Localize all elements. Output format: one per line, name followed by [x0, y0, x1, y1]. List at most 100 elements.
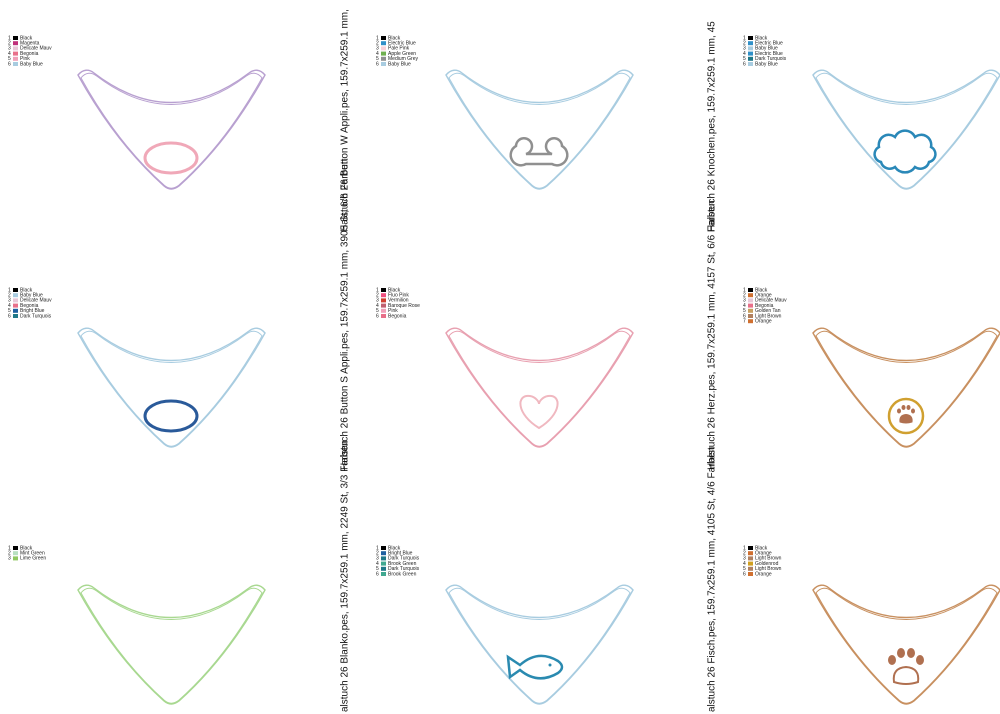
bib-outline — [77, 327, 266, 448]
color-swatch — [748, 546, 753, 550]
bib — [77, 69, 266, 190]
bib — [445, 327, 634, 448]
color-swatch — [748, 319, 753, 324]
color-name: Bright Blue — [388, 551, 413, 557]
file-label: Halstuch 26 Herz.pes, 159.7x259.1 mm, 41… — [707, 200, 718, 470]
color-name: Electric Blue — [755, 51, 783, 57]
color-swatch — [748, 314, 753, 318]
bib-outline — [445, 327, 634, 448]
color-number: 1 — [376, 287, 379, 293]
color-name: Begonia — [755, 303, 774, 309]
color-swatch — [748, 46, 753, 51]
color-swatch — [13, 51, 18, 56]
color-number: 5 — [743, 56, 746, 62]
color-name: Black — [388, 287, 401, 293]
applique — [506, 654, 564, 680]
color-number: 6 — [376, 571, 379, 577]
paw-toe — [907, 648, 915, 658]
bib-outline — [445, 69, 634, 190]
color-swatch — [381, 298, 386, 303]
color-number: 5 — [743, 308, 746, 314]
color-number: 3 — [743, 46, 746, 52]
color-number: 4 — [376, 303, 379, 309]
color-name: Black — [755, 545, 768, 551]
color-number: 3 — [376, 298, 379, 304]
color-swatch — [13, 293, 18, 298]
file-label: Halstuch 26 Button W Appli.pes, 159.7x25… — [340, 9, 351, 232]
paw-pad — [899, 413, 913, 424]
color-name: Begonia — [20, 51, 39, 57]
color-name: Orange — [755, 319, 772, 325]
color-name: Apple Green — [388, 51, 416, 57]
color-number: 5 — [376, 56, 379, 62]
color-swatch — [13, 62, 18, 66]
color-swatch — [381, 62, 386, 66]
color-name: Electric Blue — [388, 41, 416, 47]
color-number: 1 — [8, 545, 11, 551]
color-number: 4 — [8, 51, 11, 57]
color-name: Black — [755, 287, 768, 293]
color-name: Electric Blue — [755, 41, 783, 47]
applique — [143, 141, 199, 175]
bib-outline-inner — [80, 330, 263, 447]
color-name: Begonia — [388, 313, 407, 319]
color-swatch — [748, 561, 753, 566]
color-name: Baby Blue — [20, 293, 43, 299]
paw-toe — [901, 405, 906, 410]
fish-eye — [548, 663, 552, 667]
color-swatch — [381, 293, 386, 298]
color-number: 3 — [8, 46, 11, 52]
bib-outline-inner — [448, 72, 631, 189]
bib-outline — [445, 584, 634, 705]
color-name: Magenta — [20, 41, 40, 47]
color-swatch — [381, 46, 386, 51]
paw-toe — [888, 655, 896, 665]
color-name: Baby Blue — [755, 46, 778, 52]
color-name: Goldenrod — [755, 561, 779, 567]
bib-outline-inner — [815, 330, 998, 447]
bib-outline-inner — [80, 72, 263, 189]
color-swatch — [13, 303, 18, 308]
color-number: 1 — [8, 287, 11, 293]
color-name: Mint Green — [20, 551, 45, 557]
color-swatch — [748, 298, 753, 303]
color-name: Brook Green — [388, 561, 417, 567]
color-number: 4 — [8, 303, 11, 309]
color-number: 5 — [8, 56, 11, 62]
color-swatch — [13, 298, 18, 303]
color-number: 1 — [743, 545, 746, 551]
bib — [812, 327, 1000, 448]
color-swatch — [13, 551, 18, 556]
color-number: 3 — [376, 556, 379, 562]
color-number: 2 — [8, 293, 11, 299]
color-name: Dark Turquois — [755, 56, 787, 62]
color-name: Black — [20, 287, 33, 293]
applique — [519, 394, 559, 430]
color-number: 6 — [376, 313, 379, 319]
color-swatch — [381, 51, 386, 56]
color-swatch — [13, 314, 18, 318]
color-number: 2 — [743, 41, 746, 47]
color-name: Black — [388, 35, 401, 41]
color-swatch — [748, 288, 753, 292]
bib — [77, 584, 266, 705]
bib — [812, 584, 1000, 705]
color-name: Lime Green — [20, 556, 46, 562]
color-swatch — [748, 62, 753, 66]
color-name: Baby Blue — [20, 61, 43, 67]
color-number: 6 — [743, 571, 746, 577]
color-swatch — [748, 293, 753, 298]
color-swatch — [748, 308, 753, 313]
color-name: Golden Tan — [755, 308, 781, 314]
color-number: 3 — [8, 556, 11, 562]
color-name: Fluo Pink — [388, 293, 409, 299]
bib-outline — [77, 584, 266, 705]
color-number: 5 — [8, 308, 11, 314]
color-name: Bright Blue — [20, 308, 45, 314]
color-swatch — [13, 46, 18, 51]
color-name: Dark Turquois — [388, 566, 420, 572]
color-number: 4 — [743, 561, 746, 567]
color-number: 2 — [376, 293, 379, 299]
color-number: 2 — [8, 41, 11, 47]
color-number: 6 — [8, 313, 11, 319]
